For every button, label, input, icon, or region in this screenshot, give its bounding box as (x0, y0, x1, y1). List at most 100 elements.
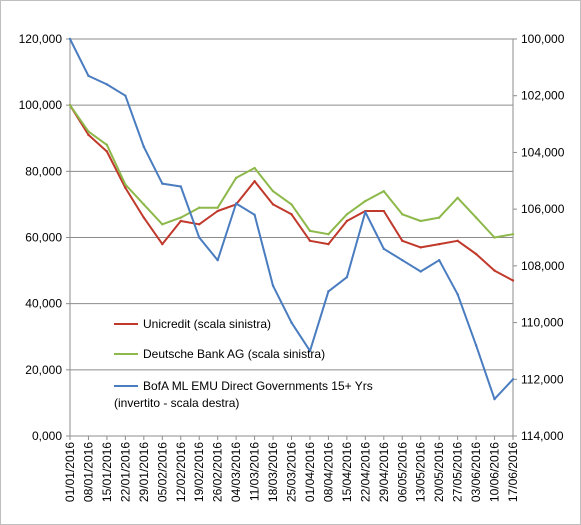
x-tick-label: 26/02/2016 (211, 442, 225, 502)
left-tick-label: 60,000 (25, 231, 62, 245)
data-point (253, 213, 256, 217)
data-point (216, 209, 219, 213)
data-point (474, 344, 478, 347)
data-point (234, 202, 238, 205)
data-point (419, 219, 422, 223)
x-tick-label: 01/01/2016 (63, 442, 77, 502)
data-point (179, 216, 182, 219)
data-point (308, 229, 312, 233)
data-point (364, 210, 367, 214)
data-point (142, 145, 146, 148)
x-tick-label: 15/01/2016 (100, 442, 114, 502)
legend-entry-line2: (invertito - scala destra) (114, 396, 239, 410)
data-point (142, 203, 146, 206)
data-point (290, 321, 293, 324)
data-point (87, 133, 90, 137)
data-point (511, 232, 515, 236)
data-point (345, 276, 349, 279)
x-tick-label: 17/06/2016 (506, 442, 520, 502)
legend-entry: BofA ML EMU Direct Governments 15+ Yrs (143, 379, 373, 393)
data-point (493, 236, 496, 239)
right-axis-tick-labels: 100,000 102,000 104,000 106,000 108,000 110,0… (521, 32, 565, 443)
data-point (161, 242, 164, 246)
data-point (124, 183, 127, 186)
data-point (419, 270, 422, 273)
data-point (382, 189, 385, 193)
data-point (382, 209, 385, 213)
right-tick-label: 106,000 (521, 202, 565, 216)
x-tick-label: 13/05/2016 (414, 442, 428, 502)
x-tick-label: 08/04/2016 (321, 442, 335, 502)
x-tick-label: 15/04/2016 (340, 442, 354, 502)
left-tick-label: 100,000 (19, 98, 63, 112)
series-lines (68, 37, 515, 401)
x-tick-label: 01/04/2016 (303, 442, 317, 502)
gridlines (70, 38, 513, 371)
data-point (511, 378, 515, 381)
legend: Unicredit (scala sinistra) Deutsche Bank … (114, 317, 373, 410)
data-point (179, 185, 182, 188)
data-point (105, 150, 109, 153)
data-point (308, 239, 312, 243)
right-tick-label: 108,000 (521, 259, 565, 273)
data-point (87, 130, 90, 133)
data-point (216, 258, 219, 262)
legend-entry: Deutsche Bank AG (scala sinistra) (143, 347, 325, 361)
data-point (105, 83, 109, 86)
x-tick-label: 08/01/2016 (81, 442, 95, 502)
data-point (216, 206, 219, 209)
data-point (437, 258, 441, 262)
right-tick-label: 102,000 (521, 89, 565, 103)
data-point (401, 213, 404, 216)
data-point (327, 232, 330, 236)
data-point (68, 103, 72, 107)
right-tick-label: 104,000 (521, 145, 565, 159)
right-tick-label: 114,000 (521, 429, 564, 443)
x-tick-label: 29/04/2016 (377, 442, 391, 502)
data-point (198, 223, 201, 226)
legend-entry: Unicredit (scala sinistra) (143, 317, 271, 331)
data-point (124, 94, 127, 97)
data-point (437, 242, 441, 246)
x-tick-label: 11/03/2016 (248, 442, 262, 501)
data-point (87, 74, 90, 78)
data-point (179, 219, 182, 223)
data-point (198, 206, 201, 209)
x-tick-label: 04/03/2016 (229, 442, 243, 502)
data-point (474, 216, 478, 219)
data-point (474, 252, 478, 256)
data-point (419, 246, 422, 249)
x-tick-label: 10/06/2016 (488, 442, 502, 502)
series-line (69, 104, 514, 282)
left-axis-tick-labels: 0,000 20,000 40,000 60,000 80,000 100,000 120,… (19, 32, 63, 443)
x-axis-tick-labels: 01/01/2016 08/01/2016 15/01/2016 22/01/2016… (63, 442, 520, 502)
data-point (511, 279, 515, 282)
data-point (124, 186, 127, 190)
data-point (493, 269, 496, 272)
data-point (401, 239, 404, 243)
data-point (271, 284, 275, 287)
data-point (345, 219, 349, 223)
data-point (161, 182, 164, 185)
data-point (327, 290, 330, 293)
x-tick-label: 22/04/2016 (358, 442, 372, 502)
data-point (345, 213, 349, 216)
data-point (290, 203, 293, 206)
left-tick-label: 80,000 (25, 164, 62, 178)
data-point (290, 213, 293, 216)
x-tick-label: 27/05/2016 (451, 442, 465, 502)
left-tick-label: 0,000 (32, 429, 62, 443)
data-point (271, 203, 275, 206)
right-tick-label: 110,000 (521, 316, 564, 330)
x-tick-label: 12/02/2016 (174, 442, 188, 502)
x-tick-label: 20/05/2016 (432, 442, 446, 502)
data-point (327, 242, 330, 246)
series-line (69, 38, 514, 401)
right-tick-label: 100,000 (521, 32, 565, 46)
data-point (493, 397, 496, 401)
data-point (382, 247, 385, 251)
data-point (161, 223, 164, 226)
x-tick-label: 19/02/2016 (192, 442, 206, 502)
data-point (271, 189, 275, 193)
